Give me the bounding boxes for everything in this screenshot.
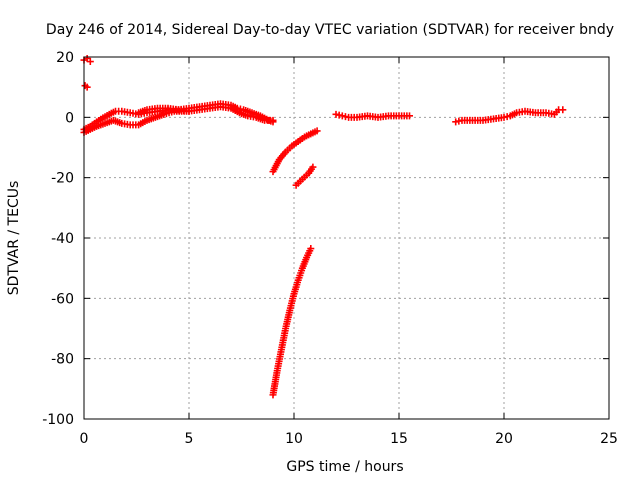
data-point xyxy=(86,58,94,66)
chart-title: Day 246 of 2014, Sidereal Day-to-day VTE… xyxy=(46,22,614,38)
x-tick-label: 0 xyxy=(80,431,89,447)
x-tick-label: 20 xyxy=(495,431,513,447)
data-point xyxy=(269,116,277,124)
y-tick-label: -40 xyxy=(51,231,74,247)
y-tick-label: -100 xyxy=(42,412,74,428)
y-tick-label: 20 xyxy=(56,50,74,66)
y-tick-label: -60 xyxy=(51,291,74,307)
y-axis-title: SDTVAR / TECUs xyxy=(6,181,22,296)
data-point xyxy=(309,163,317,171)
data-point xyxy=(307,245,315,253)
x-tick-label: 5 xyxy=(185,431,194,447)
axis-ticks xyxy=(83,56,610,420)
data-point xyxy=(83,83,91,91)
data-point xyxy=(313,127,321,135)
data-point xyxy=(406,112,413,120)
y-tick-labels: 20 0 -20 -40 -60 -80 -100 xyxy=(42,50,74,428)
data-point xyxy=(185,107,193,115)
x-tick-label: 15 xyxy=(390,431,408,447)
y-tick-label: 0 xyxy=(65,110,74,126)
x-tick-label: 10 xyxy=(285,431,303,447)
data-point xyxy=(559,106,567,114)
y-tick-label: -80 xyxy=(51,352,74,368)
data-points xyxy=(80,55,567,399)
y-tick-label: -20 xyxy=(51,171,74,187)
x-axis-title: GPS time / hours xyxy=(286,459,403,475)
x-tick-labels: 0 5 10 15 20 25 xyxy=(80,431,618,447)
x-tick-label: 25 xyxy=(600,431,618,447)
